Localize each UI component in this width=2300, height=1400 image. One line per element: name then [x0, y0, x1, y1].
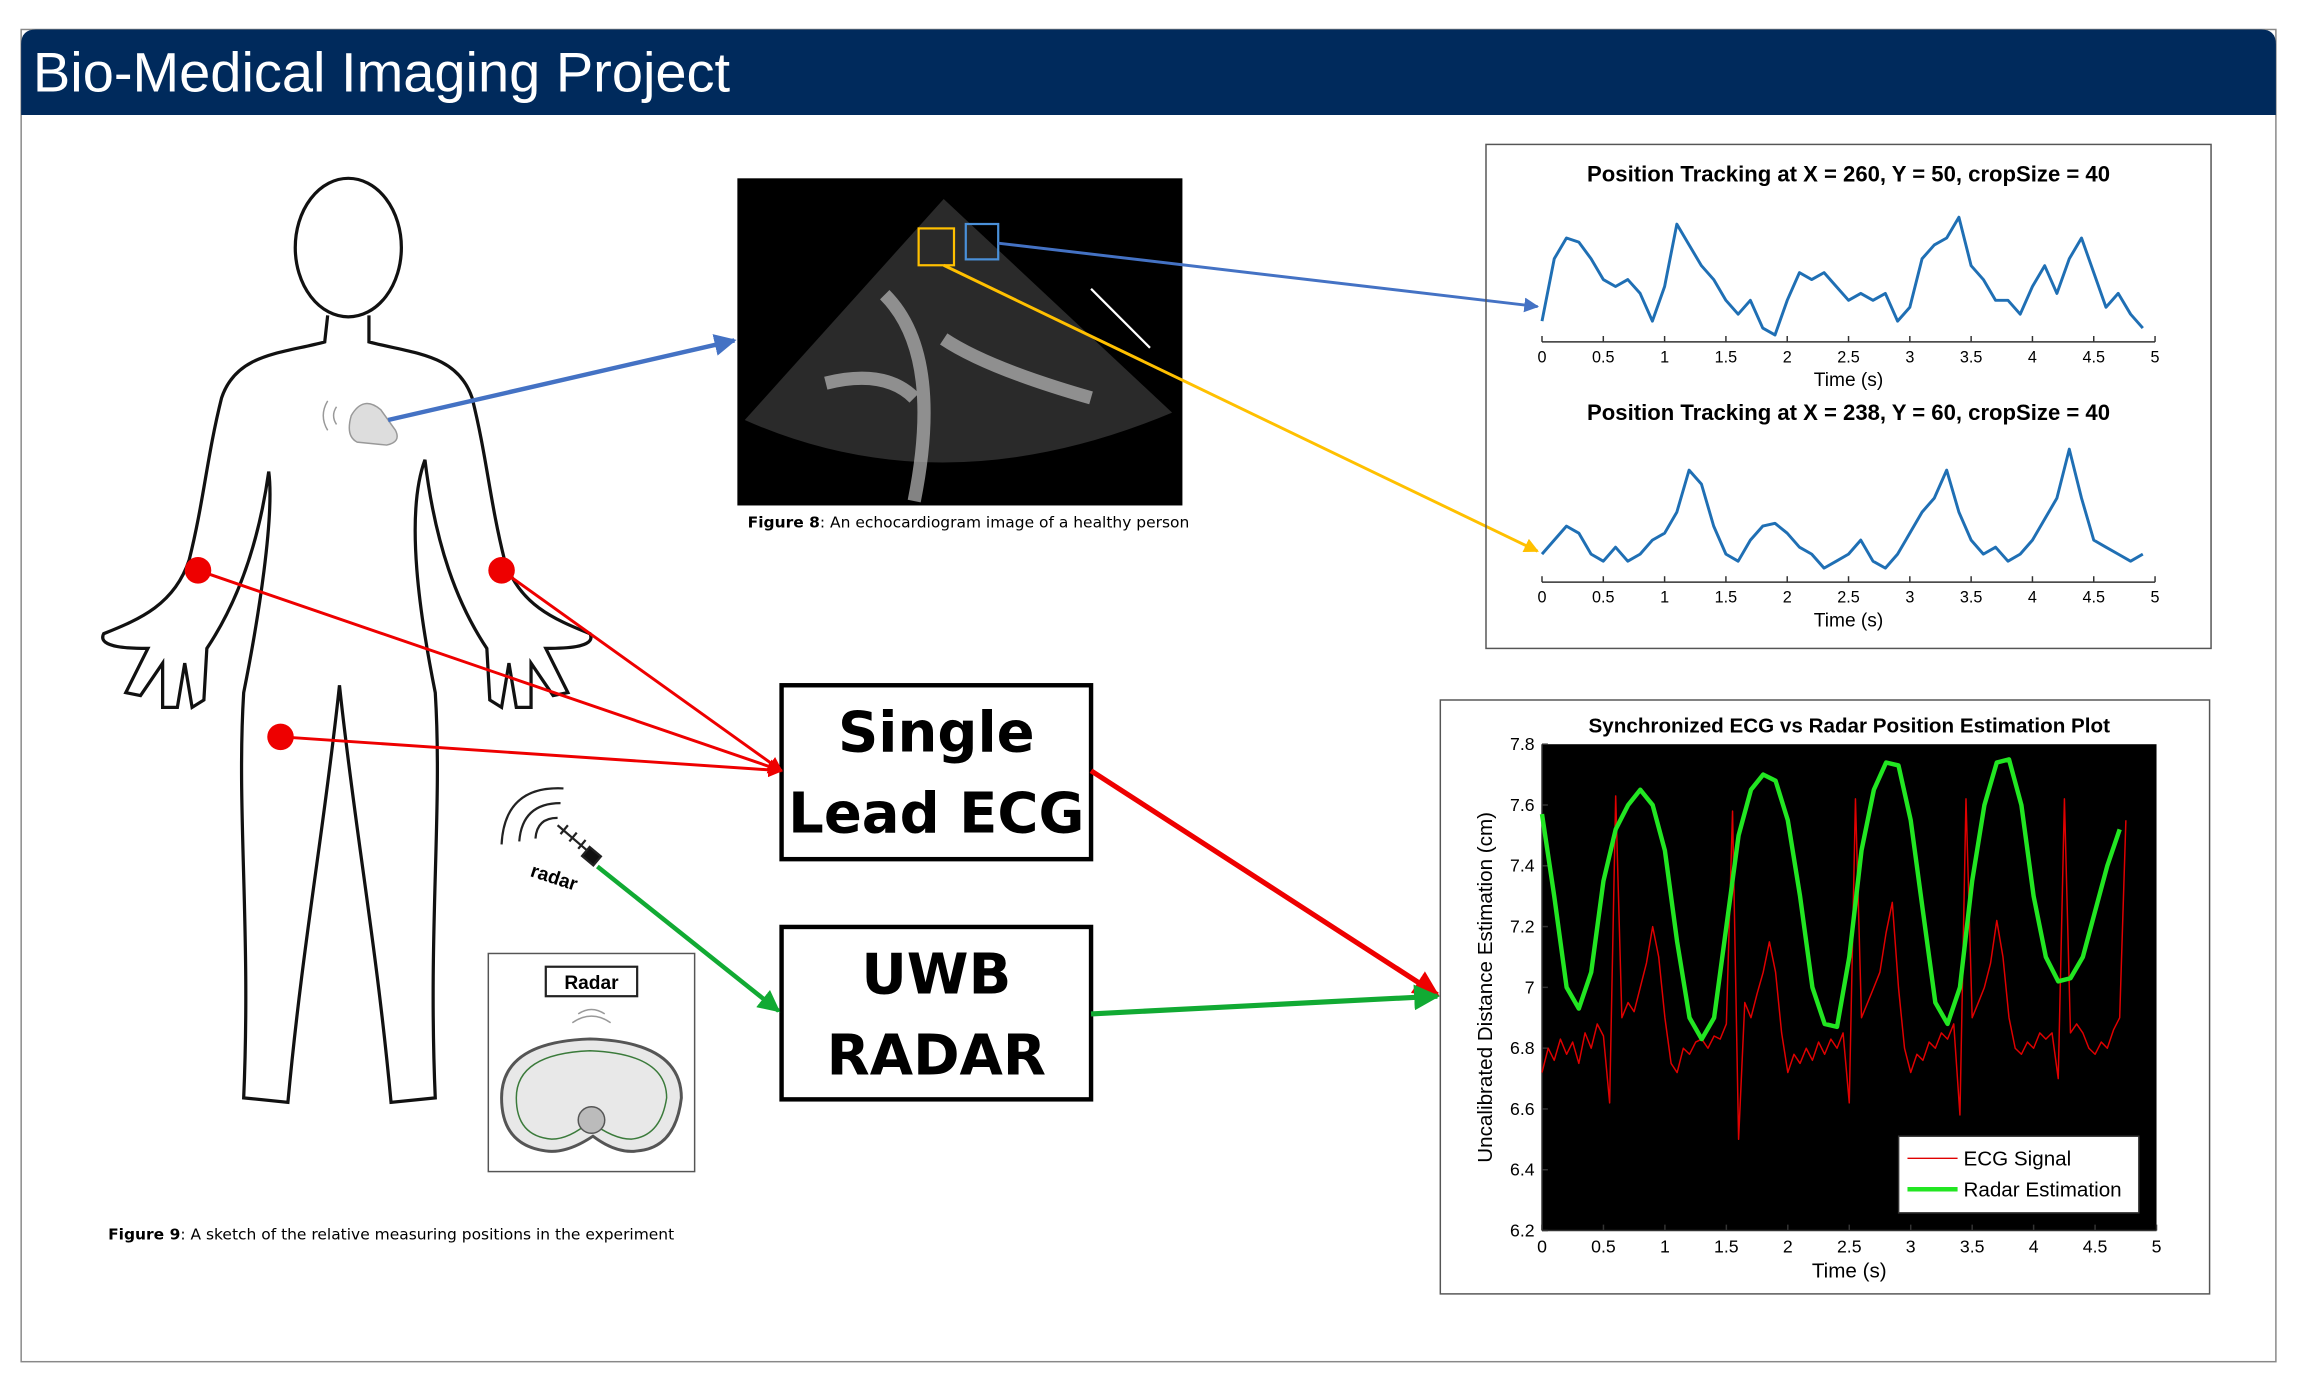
transducer [348, 402, 398, 446]
figure8-text: : An echocardiogram image of a healthy p… [820, 514, 1189, 532]
body-sketch [101, 176, 593, 1105]
y-tick-label: 7.8 [1510, 734, 1535, 754]
x-tick-label: 1 [1660, 1237, 1670, 1257]
x-tick-label: 2 [1783, 589, 1792, 607]
x-tick-label: 4.5 [2083, 1237, 2108, 1257]
y-tick-label: 6.2 [1510, 1220, 1535, 1240]
x-tick-label: 1 [1660, 589, 1669, 607]
ecg-box [779, 683, 1094, 862]
x-tick-label: 0 [1537, 589, 1546, 607]
arrows [197, 241, 1540, 1017]
x-tick-label: 3 [1905, 589, 1914, 607]
series-line [1539, 757, 2122, 1042]
figure9-label: Figure 9 [108, 1225, 180, 1243]
echo-scale [1090, 288, 1151, 349]
x-tick-label: 0.5 [1591, 1237, 1616, 1257]
figure9-text: : A sketch of the relative measuring pos… [180, 1225, 674, 1243]
x-tick-label: 3 [1905, 349, 1914, 367]
y-tick-label: 6.4 [1510, 1160, 1535, 1180]
x-tick-label: 4.5 [2082, 589, 2105, 607]
figure9-caption: Figure 9: A sketch of the relative measu… [108, 1225, 674, 1243]
x-tick-label: 0.5 [1592, 349, 1615, 367]
roi-blue [964, 222, 1000, 261]
figure8-caption: Figure 8: An echocardiogram image of a h… [748, 514, 1190, 532]
header-bar [21, 29, 2276, 115]
y-tick-label: 6.8 [1510, 1038, 1535, 1058]
y-tick-label: 7 [1525, 977, 1535, 997]
x-tick-label: 1.5 [1714, 1237, 1739, 1257]
radar-box-line: UWB [861, 942, 1011, 1007]
x-tick-label: 2.5 [1837, 349, 1860, 367]
radar-box-line: RADAR [827, 1023, 1046, 1088]
x-axis-label: Time (s) [1814, 370, 1883, 391]
radar-box [779, 924, 1094, 1102]
legend-label: Radar Estimation [1963, 1179, 2121, 1202]
x-tick-label: 0.5 [1592, 589, 1615, 607]
radar-sketch [500, 787, 603, 868]
x-tick-label: 1.5 [1715, 349, 1738, 367]
x-axis-label: Time (s) [1812, 1260, 1887, 1283]
y-tick-label: 6.6 [1510, 1099, 1535, 1119]
echo-tissue [824, 290, 1093, 503]
radar-inset-box [544, 965, 639, 998]
x-tick-label: 4 [2028, 349, 2037, 367]
x-axis-label: Time (s) [1814, 610, 1883, 631]
series-line [1540, 447, 2144, 570]
transducer-waves [322, 400, 338, 431]
x-tick-label: 2 [1783, 349, 1792, 367]
legend-label: ECG Signal [1963, 1148, 2071, 1171]
figure8-label: Figure 8 [748, 514, 820, 532]
chart-title: Position Tracking at X = 238, Y = 60, cr… [1587, 400, 2110, 425]
ecg-box-line: Single [838, 701, 1035, 766]
x-tick-label: 0 [1537, 1237, 1547, 1257]
y-axis-label: Uncalibrated Distance Estimation (cm) [1474, 812, 1497, 1163]
y-tick-label: 7.2 [1510, 916, 1535, 936]
x-tick-label: 2 [1783, 1237, 1793, 1257]
x-tick-label: 5 [2152, 1237, 2162, 1257]
x-tick-label: 2.5 [1837, 589, 1860, 607]
series-line [1541, 795, 2127, 1141]
x-tick-label: 5 [2151, 589, 2160, 607]
x-tick-label: 1 [1660, 349, 1669, 367]
x-tick-label: 5 [2151, 349, 2160, 367]
y-tick-label: 7.4 [1510, 856, 1535, 876]
y-tick-label: 7.6 [1510, 795, 1535, 815]
radar-inset-label: Radar [564, 973, 619, 994]
x-tick-label: 2.5 [1837, 1237, 1862, 1257]
x-tick-label: 3.5 [1960, 349, 1983, 367]
series-line [1540, 215, 2144, 337]
chart-title: Position Tracking at X = 260, Y = 50, cr… [1587, 161, 2110, 186]
thorax-section [500, 1008, 683, 1153]
x-tick-label: 4.5 [2082, 349, 2105, 367]
legend-box [1897, 1135, 2140, 1214]
header-title: Bio-Medical Imaging Project [33, 40, 731, 103]
x-tick-label: 3.5 [1960, 1237, 1985, 1257]
x-tick-label: 0 [1537, 349, 1546, 367]
sync-panel [1439, 699, 2211, 1295]
x-tick-label: 3 [1906, 1237, 1916, 1257]
tracking-panel [1485, 143, 2212, 650]
x-tick-label: 4 [2029, 1237, 2039, 1257]
roi-orange [917, 227, 956, 267]
x-tick-label: 3.5 [1960, 589, 1983, 607]
x-tick-label: 1.5 [1715, 589, 1738, 607]
x-tick-label: 4 [2028, 589, 2037, 607]
chart-title: Synchronized ECG vs Radar Position Estim… [1589, 714, 2111, 737]
ecg-box-line: Lead ECG [788, 782, 1084, 847]
